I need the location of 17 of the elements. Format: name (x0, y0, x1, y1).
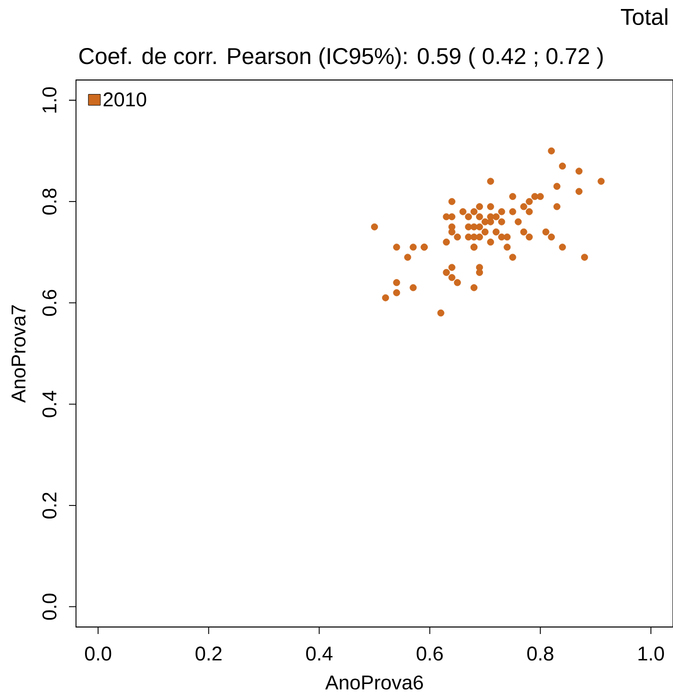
x-axis-title: AnoProva6 (325, 675, 423, 690)
chart-subtitle: Coef. de corr. Pearson (IC95%): 0.59 ( 0.42 ; 0.72 ) (79, 47, 603, 69)
chart-title: Total (620, 8, 668, 26)
x-tick-label: 0.0 (84, 646, 111, 661)
y-tick-label: 1.0 (42, 87, 56, 113)
y-tick-label: 0.4 (42, 390, 56, 418)
legend-label: 2010 (103, 92, 146, 106)
x-tick-label: 0.2 (195, 646, 222, 661)
x-tick-label: 1.0 (638, 646, 664, 661)
y-axis-title: AnoProva7 (11, 305, 26, 403)
x-tick-label: 0.8 (527, 646, 554, 661)
x-tick-label: 0.6 (416, 646, 443, 661)
y-tick-label: 0.8 (42, 188, 56, 215)
y-tick-label: 0.6 (42, 290, 56, 316)
x-tick-label: 0.4 (306, 646, 332, 661)
y-tick-label: 0.0 (42, 594, 56, 620)
y-tick-label: 0.2 (42, 492, 56, 519)
